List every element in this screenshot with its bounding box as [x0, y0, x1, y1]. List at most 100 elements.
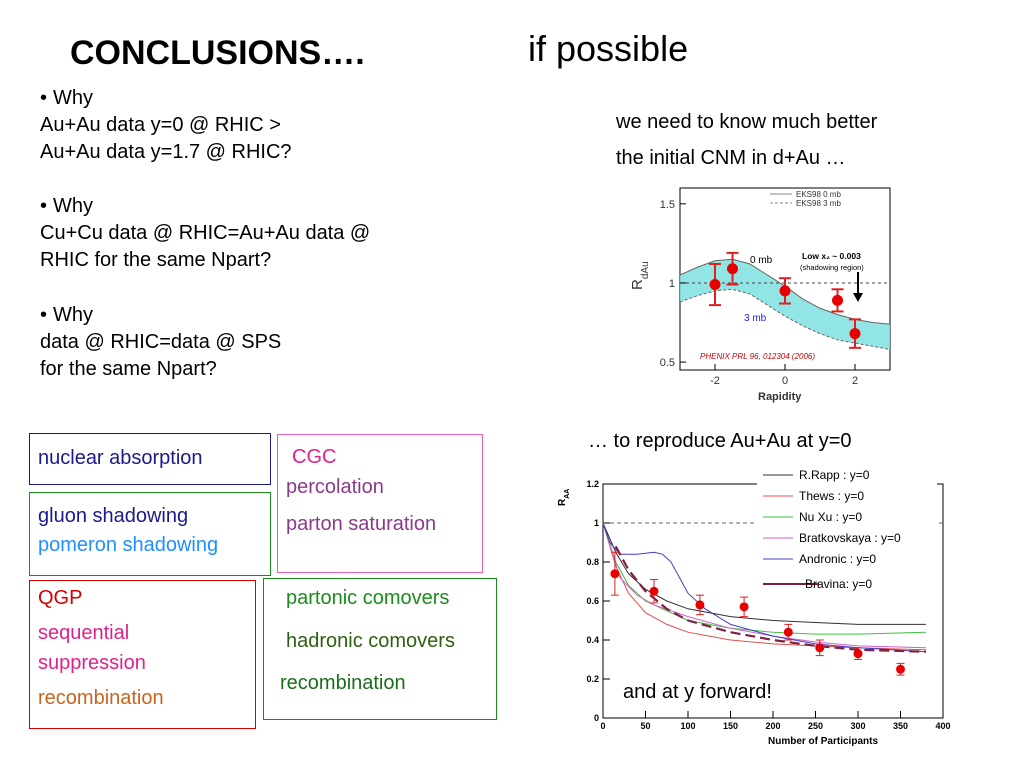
box-qgp: QGP sequential suppression recombination	[29, 580, 256, 729]
data-point	[831, 288, 844, 313]
x-tick-label: 400	[935, 721, 950, 731]
bullet-icon: •	[40, 195, 48, 217]
x-tick-label: 150	[723, 721, 738, 731]
x-tick-label: 100	[680, 721, 695, 731]
legend-background	[757, 466, 937, 570]
shadowing-label: (shadowing region)	[800, 263, 864, 272]
y-tick-label: 1	[669, 278, 675, 290]
y-tick-label: 0.5	[660, 357, 675, 369]
arrow-down-icon	[853, 293, 863, 302]
box-label: percolation	[286, 476, 384, 498]
question-line: for the same Npart?	[40, 358, 217, 380]
y-tick-label: 0.8	[586, 557, 599, 567]
series-line	[602, 522, 927, 651]
legend-entry: Bravina: y=0	[805, 577, 872, 591]
series-line	[602, 522, 926, 625]
question-head: Why	[53, 195, 94, 217]
slide-subtitle: if possible	[528, 28, 689, 69]
y-tick-label: 0	[594, 713, 599, 723]
axes: -2 0 2 0.5 1 1.5	[660, 199, 890, 387]
box-shadowing: gluon shadowing pomeron shadowing	[29, 492, 271, 576]
data-point	[610, 551, 620, 596]
question-head: Why	[53, 304, 94, 326]
question-head: Why	[53, 87, 94, 109]
data-point	[849, 318, 861, 349]
label-3mb: 3 mb	[744, 313, 767, 324]
data-point	[779, 277, 791, 305]
x-axis-label: Number of Participants	[768, 736, 878, 747]
box-label: QGP	[38, 587, 83, 609]
question-line: Au+Au data y=1.7 @ RHIC?	[40, 141, 292, 163]
data-point	[739, 596, 749, 618]
data-point	[853, 647, 863, 660]
x-axis-label: Rapidity	[758, 391, 802, 403]
y-tick-label: 0.4	[586, 635, 599, 645]
x-tick-label: -2	[710, 375, 720, 387]
x-tick-label: 0	[782, 375, 788, 387]
box-label: parton saturation	[286, 513, 437, 535]
legend-entry: EKS98 0 mb	[796, 190, 841, 199]
data-point	[815, 639, 825, 657]
box-label: nuclear absorption	[38, 447, 203, 469]
box-label: hadronic comovers	[286, 630, 455, 652]
data-point	[649, 579, 659, 604]
marker	[739, 602, 749, 612]
question-1: • Why Au+Au data y=0 @ RHIC > Au+Au data …	[40, 85, 292, 166]
note-line: we need to know much better	[616, 111, 878, 133]
box-label: recombination	[38, 687, 164, 709]
data-point	[695, 594, 705, 616]
raa-chart: 0 50 100 150 200 250 300 350 400 0 0.2 0.4 0.6 0.8 1 1.…	[557, 466, 951, 747]
question-2: • Why Cu+Cu data @ RHIC=Au+Au data @ RHIC…	[40, 193, 370, 274]
question-line: RHIC for the same Npart?	[40, 249, 272, 271]
box-label: pomeron shadowing	[38, 534, 219, 556]
citation: PHENIX PRL 96, 012304 (2006)	[700, 352, 815, 361]
question-3: • Why data @ RHIC=data @ SPS for the same…	[40, 302, 281, 383]
box-comovers: partonic comovers hadronic comovers reco…	[263, 578, 497, 720]
model-curves	[602, 522, 927, 653]
marker	[649, 586, 659, 596]
legend-entry: Thews : y=0	[799, 489, 864, 503]
question-line: data @ RHIC=data @ SPS	[40, 331, 282, 353]
data-point	[783, 623, 793, 641]
legend-entry: Andronic : y=0	[799, 552, 876, 566]
reproduce-note: … to reproduce Au+Au at y=0	[588, 430, 852, 452]
box-nuclear-absorption: nuclear absorption	[29, 433, 271, 485]
y-axis-label: RdAu	[629, 261, 651, 290]
marker	[896, 664, 905, 674]
bullet-icon: •	[40, 87, 48, 109]
slide-title: CONCLUSIONS….	[70, 34, 365, 72]
data-point	[709, 262, 721, 307]
marker	[815, 643, 825, 653]
y-tick-label: 1	[594, 518, 599, 528]
box-label: gluon shadowing	[38, 505, 189, 527]
y-tick-label: 0.6	[586, 596, 599, 606]
y-axis-label: RAA	[557, 489, 571, 506]
legend-entry: Bratkovskaya : y=0	[799, 531, 901, 545]
x-tick-label: 300	[850, 721, 865, 731]
marker	[709, 279, 721, 291]
x-tick-label: 350	[893, 721, 908, 731]
marker	[832, 294, 843, 306]
y-tick-label: 1.5	[660, 199, 675, 211]
marker	[853, 649, 863, 659]
series-line	[602, 522, 927, 649]
legend: R.Rapp : y=0 Thews : y=0 Nu Xu : y=0 Bratko…	[757, 466, 937, 591]
x-tick-label: 50	[640, 721, 650, 731]
forward-note: and at y forward!	[623, 681, 772, 703]
question-line: Cu+Cu data @ RHIC=Au+Au data @	[40, 222, 371, 244]
series-line	[602, 522, 927, 653]
legend-entry: R.Rapp : y=0	[799, 468, 870, 482]
legend: EKS98 0 mb EKS98 3 mb	[770, 190, 841, 208]
marker	[783, 627, 793, 637]
cnm-note: we need to know much better the initial …	[616, 104, 877, 176]
legend-entry: Nu Xu : y=0	[799, 510, 862, 524]
x-tick-label: 250	[808, 721, 823, 731]
box-label: CGC	[292, 446, 337, 468]
data-points	[610, 551, 905, 676]
y-tick-label: 0.2	[586, 674, 599, 684]
x-tick-label: 0	[600, 721, 605, 731]
x-tick-label: 2	[852, 375, 858, 387]
marker	[695, 600, 705, 610]
marker	[727, 263, 738, 275]
data-points	[709, 251, 861, 349]
